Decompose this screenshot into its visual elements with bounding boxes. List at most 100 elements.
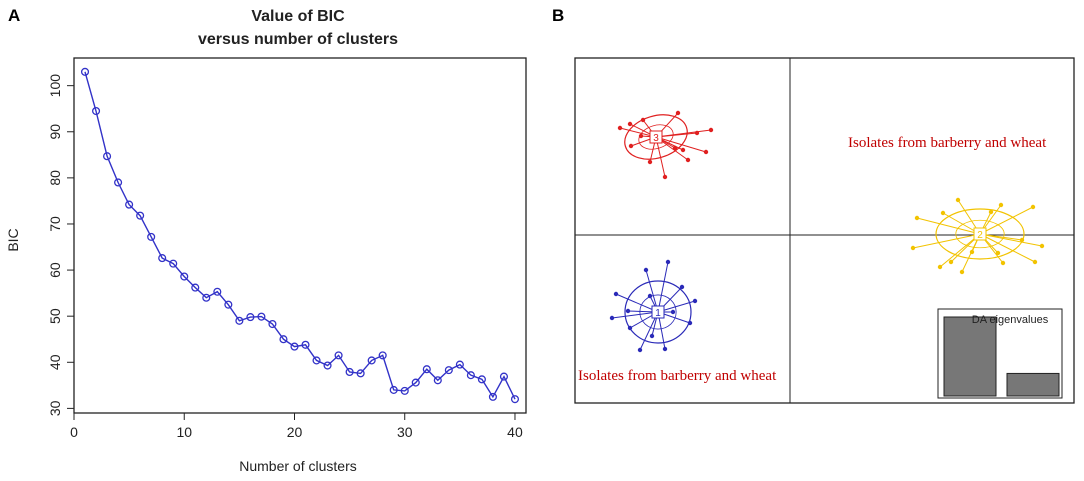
x-tick-label: 20 [287,424,303,440]
bic-points [80,67,520,404]
bic-point [136,211,145,220]
cluster-spoke [657,261,669,313]
cluster-1: 1 [609,259,698,353]
bic-point [235,316,244,325]
y-tick-label: 50 [47,308,63,324]
cluster-spoke [916,217,981,235]
bic-point [444,366,453,375]
cluster-spoke [979,233,1036,263]
cluster-spoke [655,129,712,138]
cluster-point [1039,243,1045,249]
bic-point [488,392,497,401]
cluster-point [995,250,1001,256]
clusters: 1 2 3 [609,110,1045,353]
bic-point [378,351,387,360]
cluster-point [969,249,975,255]
cluster-inner-ellipse [639,294,677,330]
cluster-point [910,245,916,251]
cluster-point [692,298,698,304]
cluster-spoke [979,206,1034,235]
bic-point [91,106,101,116]
cluster-label-box [651,305,665,319]
cluster-point [670,309,676,315]
cluster-spoke [645,269,659,313]
y-ticks: 30 40 50 60 70 80 90 100 [47,74,74,416]
cluster-point [703,149,709,155]
cluster-label: 1 [655,308,661,319]
eigen-bar [1006,372,1060,397]
y-tick-label: 90 [47,124,63,140]
bic-point [202,293,211,302]
cluster-label: 2 [977,230,983,241]
cluster-3: 3 [617,110,714,180]
cluster-label-box [973,227,987,241]
bic-point [224,300,233,309]
cluster-spoke [611,311,659,319]
bic-point [290,342,299,351]
bic-point [323,361,332,370]
cluster-spoke [615,293,659,313]
bic-point [268,319,277,329]
bic-point [499,372,509,381]
cluster-point [609,315,615,321]
cluster-point [940,210,946,216]
cluster-point [675,110,681,116]
chart-subtitle: versus number of clusters [198,31,398,48]
cluster-point [955,197,961,203]
bic-point [422,365,431,374]
cluster-point [625,308,631,314]
bic-point [80,67,90,76]
eigen-bar [943,316,997,397]
bic-point [180,272,189,281]
cluster-point [959,269,965,275]
bic-chart: Value of BIC versus number of clusters N… [5,8,527,474]
x-tick-label: 30 [397,424,413,440]
bic-point [213,287,222,296]
bic-point [246,313,255,322]
cluster-ellipse [624,114,688,160]
cluster-point [1032,259,1038,265]
x-tick-label: 10 [176,424,192,440]
bic-point [510,395,520,404]
cluster-inner-ellipse [955,219,1005,249]
cluster-point [613,291,619,297]
bic-point [147,232,156,241]
cluster-point [1030,204,1036,210]
x-tick-label: 40 [507,424,523,440]
cluster-point [708,127,714,133]
cluster-point [998,202,1004,208]
bic-point [301,340,310,349]
da-plot-frame [574,57,1075,404]
cluster-ellipse [935,208,1025,260]
bic-point [114,178,123,187]
bic-point [389,385,398,394]
bic-point [334,351,343,360]
cluster-point [628,143,634,149]
cluster-inner-ellipse [638,124,674,150]
cluster-point [643,267,649,273]
cluster-point [679,284,685,290]
bic-point [279,335,288,344]
plot-frame [73,57,527,414]
bic-point [312,356,321,365]
y-tick-label: 80 [47,170,63,186]
bic-point [433,376,442,385]
x-tick-label: 0 [70,424,78,440]
cluster-point [627,121,633,127]
cluster-point [988,209,994,215]
cluster-point [647,159,653,165]
bic-point [367,356,376,365]
chart-title: Value of BIC [251,8,345,25]
cluster-point [680,147,686,153]
y-tick-label: 30 [47,400,63,416]
y-tick-label: 40 [47,354,63,370]
eigenvalue-inset: DA eigenvalues [937,308,1063,399]
cluster-point [649,333,655,339]
cluster-point [665,259,671,265]
bic-series-line [84,71,516,400]
annotation-upper: Isolates from barberry and wheat [848,135,1047,151]
bic-point [191,283,200,292]
x-ticks: 0 10 20 30 40 [70,413,523,440]
da-scatter-plot: 1 2 3 Isolates from barberry and wheat Iso… [574,57,1075,404]
y-tick-label: 100 [47,74,63,98]
